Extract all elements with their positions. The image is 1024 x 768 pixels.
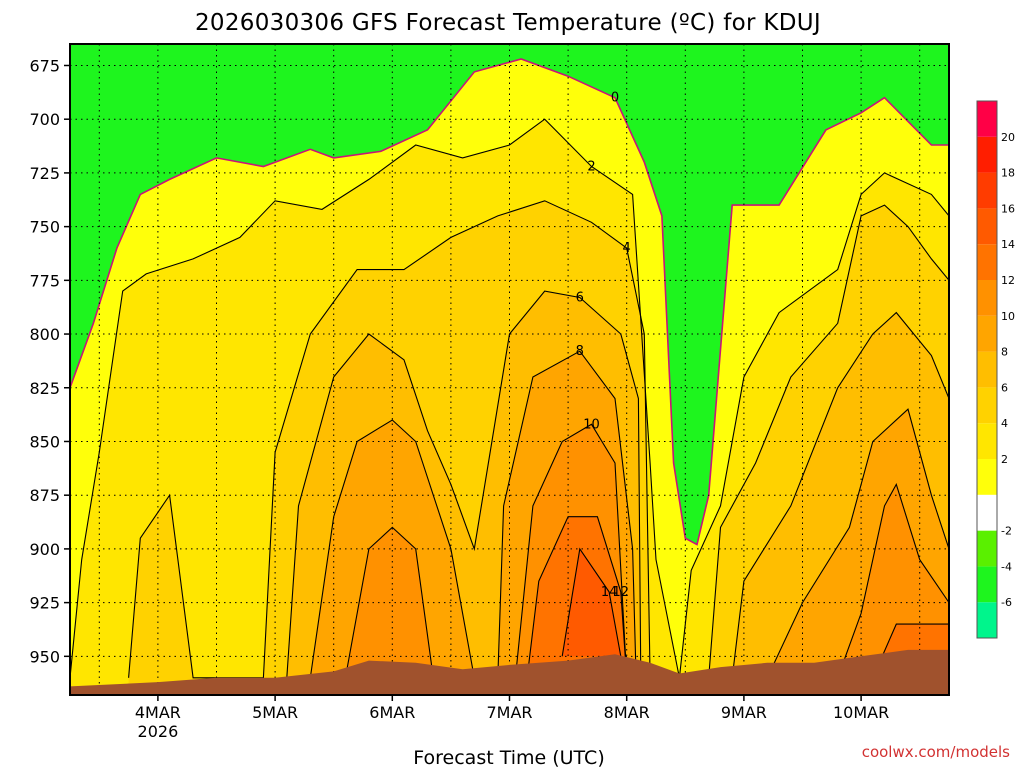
y-tick-label: 800 — [29, 325, 60, 344]
contour-label-4: 4 — [623, 241, 631, 256]
colorbar-label: -2 — [1001, 525, 1012, 538]
y-tick-label: 950 — [29, 647, 60, 666]
colorbar-swatch — [977, 280, 997, 316]
isotherm-0 — [70, 58, 949, 546]
isotherm-10 — [344, 423, 949, 679]
x-tick-label: 6MAR — [369, 703, 415, 722]
colorbar-label: 4 — [1001, 417, 1008, 430]
x-axis-label: Forecast Time (UTC) — [413, 747, 604, 768]
colorbar-label: 8 — [1001, 346, 1008, 359]
colorbar-swatch — [977, 351, 997, 388]
credit-text: coolwx.com/models — [862, 743, 1010, 761]
colorbar-label: 2 — [1001, 453, 1008, 466]
x-tick-label: 8MAR — [604, 703, 650, 722]
contour-label-0: 0 — [611, 91, 619, 106]
colorbar-frame — [976, 100, 998, 639]
colorbar-label: -4 — [1001, 560, 1012, 573]
y-tick-label: 825 — [29, 379, 60, 398]
gridlines — [70, 44, 949, 695]
chart-title: 2026030306 GFS Forecast Temperature (ºC)… — [195, 10, 821, 36]
y-axis: 675 700 725 750 775 800 825 850 875 900 925 950 — [29, 56, 70, 666]
y-tick-label: 925 — [29, 594, 60, 613]
isotherm-4 — [128, 200, 949, 679]
band-14 — [562, 548, 621, 657]
colorbar-label: 20 — [1001, 131, 1015, 144]
colorbar-swatch — [977, 244, 997, 280]
colorbar-swatch — [977, 566, 997, 603]
colorbar-swatch — [977, 494, 997, 531]
contour-label-8: 8 — [576, 344, 584, 359]
y-tick-label: 775 — [29, 271, 60, 290]
isotherm-2 — [70, 118, 949, 678]
isotherm-6 — [286, 290, 949, 679]
y-tick-label: 675 — [29, 56, 60, 75]
y-tick-label: 750 — [29, 218, 60, 237]
colorbar-swatch — [977, 459, 997, 495]
colorbar-swatch — [977, 602, 997, 638]
colorbar-label: 10 — [1001, 310, 1015, 323]
x-tick-label: 9MAR — [721, 703, 767, 722]
y-tick-label: 875 — [29, 486, 60, 505]
x-tick-label: 7MAR — [486, 703, 532, 722]
colorbar-swatch — [977, 315, 997, 352]
y-tick-label: 700 — [29, 110, 60, 129]
colorbar-swatch — [977, 208, 997, 245]
colorbar-label: 14 — [1001, 238, 1015, 251]
x-tick-label: 10MAR — [833, 703, 889, 722]
x-tick-sublabel: 2026 — [138, 722, 179, 741]
colorbar-label: -6 — [1001, 596, 1012, 609]
colorbar-label: 16 — [1001, 202, 1015, 215]
contour-label-2: 2 — [587, 160, 595, 175]
x-tick-label: 4MAR — [135, 703, 181, 722]
contour-lines — [70, 58, 949, 679]
y-tick-label: 725 — [29, 164, 60, 183]
colorbar-swatch — [977, 172, 997, 209]
colorbar-swatch — [977, 136, 997, 173]
colorbar-label: 6 — [1001, 381, 1008, 394]
colorbar-swatch — [977, 530, 997, 567]
colorbar-swatch — [977, 387, 997, 424]
contour-label-14: 14 — [601, 585, 618, 600]
x-tick-label: 5MAR — [252, 703, 298, 722]
y-tick-label: 900 — [29, 540, 60, 559]
contour-label-10: 10 — [583, 417, 600, 432]
y-tick-label: 850 — [29, 432, 60, 451]
colorbar-label: 18 — [1001, 167, 1015, 180]
isotherm-8 — [309, 350, 949, 679]
terrain-surface — [70, 649, 949, 695]
colorbar: -6 -4 -2 2 4 6 8 10 12 14 16 18 20 — [976, 100, 1015, 639]
colorbar-swatch — [977, 423, 997, 459]
contour-label-6: 6 — [576, 291, 584, 306]
contour-label-12: 12 — [613, 585, 630, 600]
colorbar-swatch — [977, 101, 997, 137]
colorbar-label: 12 — [1001, 274, 1015, 287]
isotherm-12 — [526, 516, 949, 679]
